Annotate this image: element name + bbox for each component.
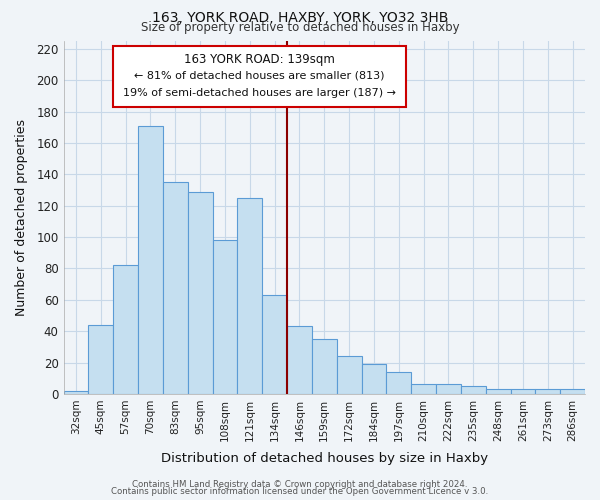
Bar	[485, 389, 511, 394]
Text: 163, YORK ROAD, HAXBY, YORK, YO32 3HB: 163, YORK ROAD, HAXBY, YORK, YO32 3HB	[152, 11, 448, 25]
Bar	[287, 326, 312, 394]
Bar	[88, 325, 113, 394]
Bar	[436, 384, 461, 394]
Text: ← 81% of detached houses are smaller (813): ← 81% of detached houses are smaller (81…	[134, 70, 385, 81]
Bar	[188, 192, 212, 394]
Text: 19% of semi-detached houses are larger (187) →: 19% of semi-detached houses are larger (…	[123, 88, 396, 98]
Bar	[337, 356, 362, 394]
Bar	[386, 372, 411, 394]
Bar	[238, 198, 262, 394]
X-axis label: Distribution of detached houses by size in Haxby: Distribution of detached houses by size …	[161, 452, 488, 465]
Bar	[262, 295, 287, 394]
FancyBboxPatch shape	[113, 46, 406, 107]
Bar	[511, 389, 535, 394]
Bar	[461, 386, 485, 394]
Bar	[163, 182, 188, 394]
Bar	[138, 126, 163, 394]
Bar	[113, 266, 138, 394]
Text: Size of property relative to detached houses in Haxby: Size of property relative to detached ho…	[140, 22, 460, 35]
Bar	[212, 240, 238, 394]
Bar	[64, 391, 88, 394]
Bar	[535, 389, 560, 394]
Text: 163 YORK ROAD: 139sqm: 163 YORK ROAD: 139sqm	[184, 54, 335, 66]
Y-axis label: Number of detached properties: Number of detached properties	[15, 119, 28, 316]
Bar	[312, 339, 337, 394]
Bar	[362, 364, 386, 394]
Bar	[560, 389, 585, 394]
Bar	[411, 384, 436, 394]
Text: Contains HM Land Registry data © Crown copyright and database right 2024.: Contains HM Land Registry data © Crown c…	[132, 480, 468, 489]
Text: Contains public sector information licensed under the Open Government Licence v : Contains public sector information licen…	[112, 487, 488, 496]
